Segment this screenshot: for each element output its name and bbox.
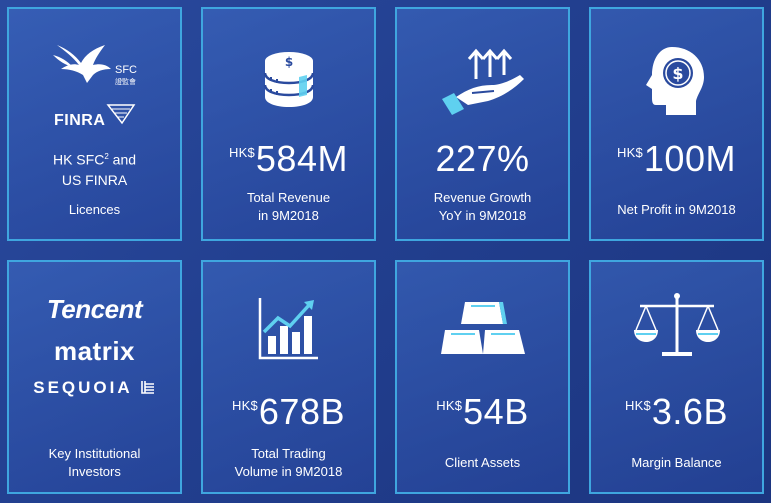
volume-tile: HK$ 678B Total Trading Volume in 9M2018: [201, 260, 376, 494]
gold-bars-icon: [440, 302, 525, 354]
revenue-value: 584M: [255, 138, 348, 179]
profit-currency: HK$: [617, 145, 643, 160]
revenue-metric: HK$ 584M: [203, 139, 374, 179]
margin-tile: HK$ 3.6B Margin Balance: [589, 260, 764, 494]
sfc-text: SFC: [115, 64, 137, 76]
volume-currency: HK$: [232, 398, 258, 413]
hand-arrows-icon: [441, 48, 524, 115]
revenue-tile: $ HK$ 584M Total Revenue in 9M2018: [201, 7, 376, 241]
revenue-caption: Total Revenue in 9M2018: [246, 190, 331, 223]
assets-currency: HK$: [436, 398, 463, 413]
volume-value: 678B: [258, 391, 345, 432]
bar-chart-growth-icon: [258, 298, 318, 360]
growth-metric: 227%: [397, 139, 568, 179]
assets-tile: HK$ 54B Client Assets: [395, 260, 570, 494]
finra-text: FINRA: [54, 112, 105, 129]
licences-title: HK SFC2 and US FINRA: [52, 151, 137, 188]
profit-value: 100M: [643, 138, 736, 179]
volume-caption: Total Trading Volume in 9M2018: [234, 446, 343, 479]
margin-currency: HK$: [625, 398, 651, 413]
licences-caption: Licences: [68, 202, 121, 217]
investors-caption: Key Institutional Investors: [48, 446, 141, 479]
growth-value: 227%: [435, 138, 530, 179]
growth-caption: Revenue Growth YoY in 9M2018: [433, 190, 532, 223]
sfc-logo: SFC 證監會: [9, 37, 180, 87]
assets-metric: HK$ 54B: [397, 392, 568, 432]
matrix-logo: matrix: [53, 336, 136, 366]
margin-caption: Margin Balance: [631, 455, 722, 470]
volume-metric: HK$ 678B: [203, 392, 374, 432]
eagle-icon: SFC 證監會: [53, 45, 137, 86]
scales-icon: [633, 293, 720, 356]
revenue-currency: HK$: [229, 145, 255, 160]
sfc-chinese-text: 證監會: [115, 77, 136, 86]
licences-tile: SFC 證監會 FINRA HK SFC2 and US FINRA Licen…: [7, 7, 182, 241]
svg-text:$: $: [284, 55, 292, 69]
growth-tile: 227% Revenue Growth YoY in 9M2018: [395, 7, 570, 241]
coin-stack-icon: $: [263, 52, 314, 107]
assets-value: 54B: [463, 391, 529, 432]
assets-caption: Client Assets: [444, 455, 521, 470]
sequoia-mark-icon: [140, 381, 154, 394]
profit-metric: HK$ 100M: [591, 139, 762, 179]
svg-text:$: $: [672, 64, 683, 83]
finra-icon: FINRA: [54, 104, 135, 129]
profit-caption: Net Profit in 9M2018: [617, 202, 736, 217]
head-dollar-icon: $: [645, 47, 704, 115]
margin-value: 3.6B: [651, 391, 728, 432]
margin-metric: HK$ 3.6B: [591, 392, 762, 432]
finra-logo: FINRA: [9, 101, 180, 131]
investors-tile: Tencent matrix SEQUOIA Key Institutional…: [7, 260, 182, 494]
tencent-logo: Tencent: [46, 294, 143, 324]
profit-tile: $ HK$ 100M Net Profit in 9M2018: [589, 7, 764, 241]
sequoia-logo: SEQUOIA: [9, 378, 180, 398]
